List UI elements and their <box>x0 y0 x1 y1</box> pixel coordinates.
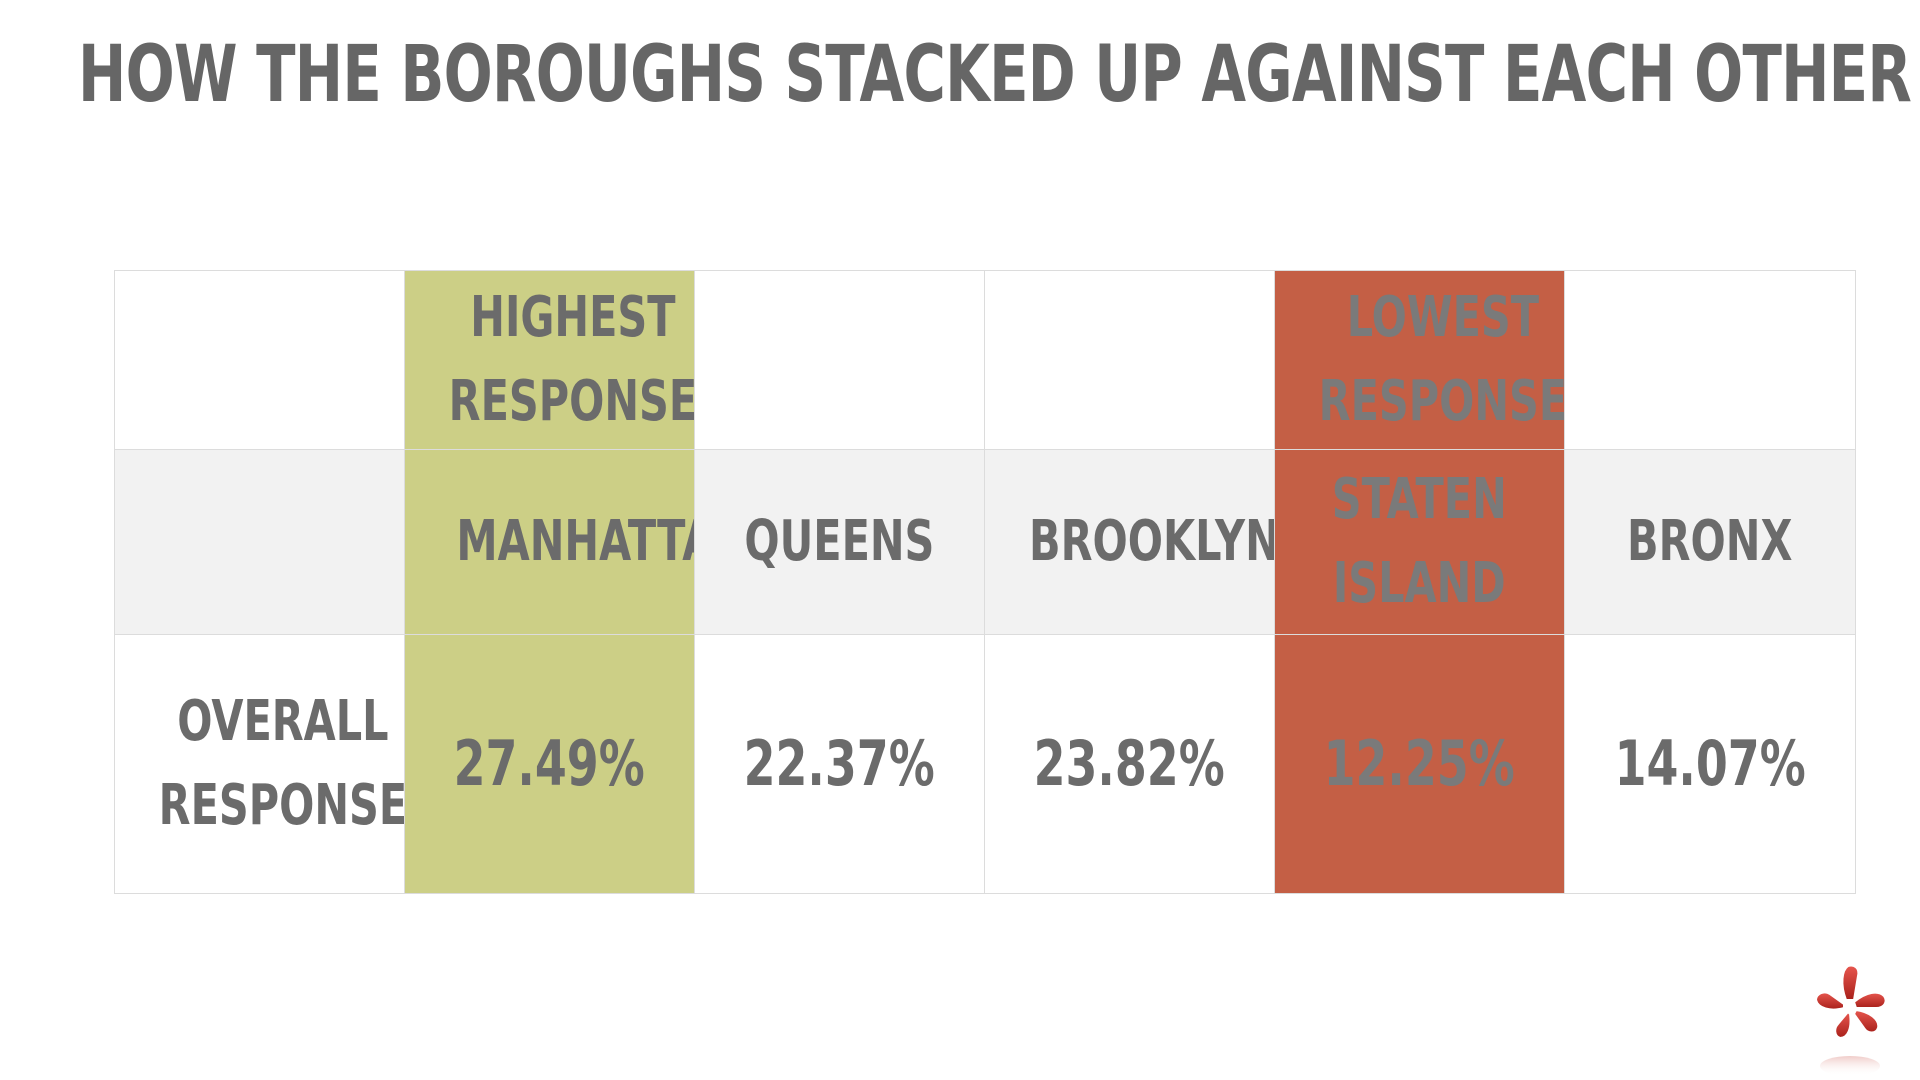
highest-label-line-1: HIGHEST <box>470 285 676 350</box>
row-label-line-1: OVERALL <box>177 689 389 754</box>
borough-name-staten-line-2: ISLAND <box>1333 551 1506 616</box>
borough-cell-queens: QUEENS <box>694 449 985 635</box>
value-cell-manhattan: 27.49% <box>404 634 695 894</box>
lowest-response-label-cell: LOWEST RESPONSE <box>1274 270 1565 450</box>
borough-name-manhattan: MANHATTAN <box>456 509 693 574</box>
empty-corner-cell <box>114 270 405 450</box>
yelp-burst-icon <box>1814 964 1887 1076</box>
value-queens: 22.37% <box>743 727 936 800</box>
borough-cell-manhattan: MANHATTAN <box>404 449 695 635</box>
borough-name-brooklyn: BROOKLYN <box>1029 509 1275 574</box>
empty-header-cell-queens <box>694 270 985 450</box>
value-brooklyn: 23.82% <box>1033 727 1226 800</box>
borough-name-staten-line-1: STATEN <box>1331 467 1508 532</box>
borough-cell-bronx: BRONX <box>1564 449 1856 635</box>
lowest-label-line-1: LOWEST <box>1346 285 1540 350</box>
value-cell-staten-island: 12.25% <box>1274 634 1565 894</box>
table-row-boroughs: MANHATTAN QUEENS BROOKLYN STATEN ISLAND … <box>114 449 1856 635</box>
borough-cell-staten-island: STATEN ISLAND <box>1274 449 1565 635</box>
highest-response-label-cell: HIGHEST RESPONSE <box>404 270 695 450</box>
empty-header-cell-bronx <box>1564 270 1856 450</box>
row-label-line-2: RESPONSE <box>158 773 405 838</box>
borough-cell-brooklyn: BROOKLYN <box>984 449 1275 635</box>
borough-name-queens: QUEENS <box>744 509 935 574</box>
value-cell-bronx: 14.07% <box>1564 634 1856 894</box>
value-staten-island: 12.25% <box>1323 727 1516 800</box>
highest-label-line-2: RESPONSE <box>448 369 695 434</box>
slide-title: HOW THE BOROUGHS STACKED UP AGAINST EACH… <box>78 30 1912 120</box>
lowest-label-line-2: RESPONSE <box>1318 369 1565 434</box>
value-manhattan: 27.49% <box>453 727 646 800</box>
table-row-overall-response: OVERALL RESPONSE 27.49% 22.37% 23.82% 12… <box>114 634 1856 894</box>
table-row-labels: HIGHEST RESPONSE LOWEST RESPONSE <box>114 270 1856 450</box>
value-bronx: 14.07% <box>1614 727 1806 800</box>
value-cell-queens: 22.37% <box>694 634 985 894</box>
row-label-cell: OVERALL RESPONSE <box>114 634 405 894</box>
empty-header-cell-brooklyn <box>984 270 1275 450</box>
borough-comparison-table: HIGHEST RESPONSE LOWEST RESPONSE MANHATT… <box>114 270 1856 894</box>
value-cell-brooklyn: 23.82% <box>984 634 1275 894</box>
empty-band-cell <box>114 449 405 635</box>
borough-name-bronx: BRONX <box>1627 509 1793 574</box>
